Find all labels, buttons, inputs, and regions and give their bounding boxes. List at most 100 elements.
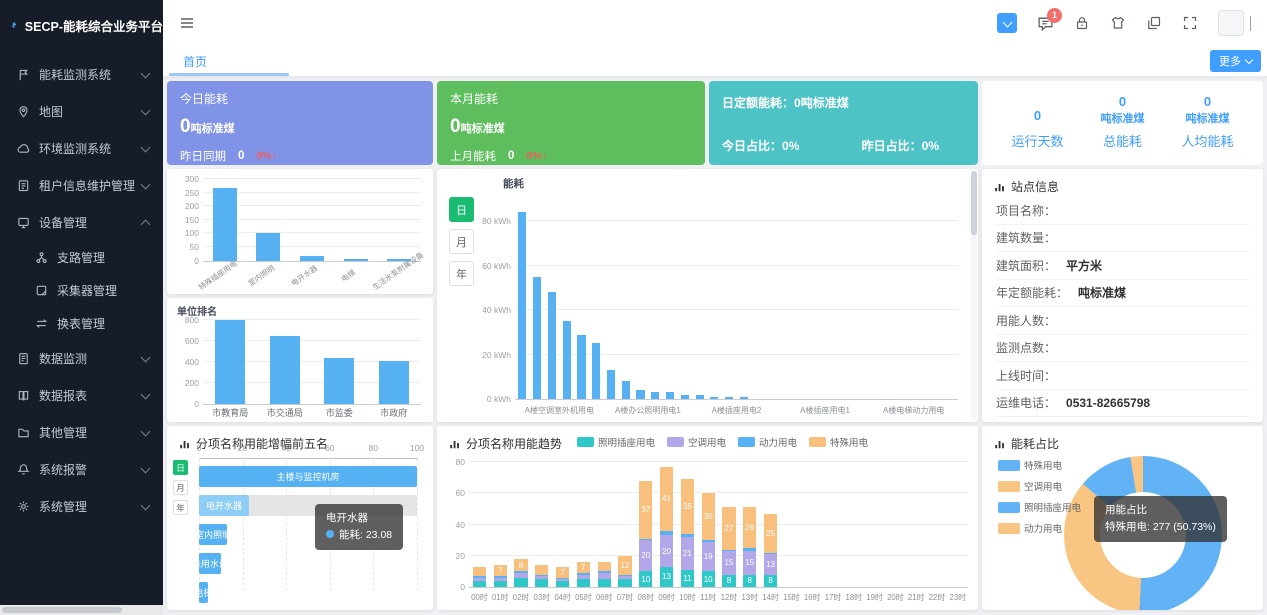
stacked-bar[interactable] [909, 462, 922, 587]
sidebar-horizontal-scrollbar[interactable] [0, 605, 163, 615]
sidebar-item-system-alarm[interactable]: 系统报警 [0, 451, 163, 488]
legend-item[interactable]: 动力用电 [738, 435, 797, 449]
stacked-bar[interactable]: 12 [618, 462, 632, 587]
bar[interactable] [725, 396, 734, 399]
legend-item[interactable]: 特殊用电 [809, 435, 868, 449]
bar[interactable] [518, 212, 527, 399]
sidebar-item-energy-monitor[interactable]: 能耗监测系统 [0, 56, 163, 93]
period-day-button[interactable]: 日 [173, 460, 188, 475]
sidebar-item-data-monitor[interactable]: 数据监测 [0, 340, 163, 377]
theme-shirt-icon[interactable] [1110, 15, 1126, 31]
period-month-button[interactable]: 月 [449, 229, 474, 254]
sidebar-item-collector-mgmt[interactable]: 采集器管理 [0, 274, 163, 307]
stacked-bar[interactable] [847, 462, 860, 587]
stacked-bar[interactable]: 13 20 41 [659, 462, 674, 587]
panel-toggle-icon[interactable] [997, 13, 1017, 33]
bar[interactable] [212, 187, 237, 261]
bar[interactable] [665, 392, 675, 399]
more-button[interactable]: 更多 [1210, 50, 1261, 72]
legend-item[interactable]: 空调用电 [666, 435, 726, 449]
stacked-bar[interactable] [889, 462, 902, 587]
period-year-button[interactable]: 年 [449, 261, 474, 286]
bar[interactable] [324, 357, 355, 404]
site-info-row: 建筑面积： 平方米 [996, 252, 1249, 280]
bar[interactable] [533, 276, 542, 399]
bar-segment [597, 562, 611, 572]
legend-item[interactable]: 照明插座用电 [576, 435, 655, 449]
bar[interactable] [577, 334, 586, 399]
stacked-bar[interactable]: 7 [576, 462, 591, 587]
stacked-bar[interactable]: 8 15 27 [722, 462, 736, 587]
bar[interactable] [739, 396, 748, 399]
chart-vertical-scrollbar[interactable] [971, 171, 977, 420]
bar[interactable] [562, 321, 571, 399]
stacked-bar[interactable] [535, 462, 549, 587]
sidebar-item-system-mgmt[interactable]: 系统管理 [0, 488, 163, 525]
stacked-bar[interactable]: 8 13 25 [763, 462, 778, 587]
legend-item[interactable]: 空调用电 [998, 479, 1081, 493]
period-month-button[interactable]: 月 [173, 480, 188, 495]
bar[interactable] [547, 292, 556, 399]
sidebar-item-map[interactable]: 地图 [0, 93, 163, 130]
stacked-bar[interactable]: 7 [493, 462, 507, 587]
legend-item[interactable]: 照明插座用电 [998, 500, 1081, 514]
bar[interactable] [606, 370, 616, 399]
stacked-bar[interactable]: 10 19 30 [701, 462, 715, 587]
legend-item[interactable]: 动力用电 [998, 521, 1081, 535]
bar-segment: 37 [639, 480, 653, 539]
stacked-bar[interactable]: 8 [514, 462, 528, 587]
stacked-bar[interactable] [951, 462, 964, 587]
plot-area: 0 20 40 60 80 7 8 7 7 12 10 20 37 13 20 41 11 21 35 10 19 30 8… [456, 457, 968, 592]
period-day-button[interactable]: 日 [449, 197, 474, 222]
bar[interactable] [343, 258, 368, 261]
bar-slot: 12 [615, 462, 636, 587]
stacked-bar[interactable]: 10 20 37 [639, 462, 653, 587]
bar[interactable]: 室内照明 [195, 524, 231, 545]
lock-icon[interactable] [1074, 15, 1090, 31]
pie-tooltip: 用能占比 特殊用电: 277 (50.73%) [1094, 496, 1227, 542]
stacked-bar[interactable] [868, 462, 881, 587]
bar[interactable] [387, 258, 412, 261]
user-avatar[interactable] [1218, 10, 1251, 36]
bar[interactable] [636, 390, 645, 399]
period-year-button[interactable]: 年 [173, 500, 188, 515]
bar[interactable] [651, 392, 660, 399]
stacked-bar[interactable] [826, 462, 839, 587]
bar[interactable] [680, 394, 689, 399]
sidebar-item-other-mgmt[interactable]: 其他管理 [0, 414, 163, 451]
bar[interactable] [695, 394, 704, 399]
sidebar-item-branch-mgmt[interactable]: 支路管理 [0, 241, 163, 274]
message-icon[interactable]: 1 [1037, 7, 1062, 32]
bar-segment [535, 579, 549, 587]
stacked-bar[interactable] [806, 462, 819, 587]
sidebar-item-data-report[interactable]: 数据报表 [0, 377, 163, 414]
bar[interactable] [592, 343, 601, 399]
bar[interactable] [256, 233, 281, 261]
hamburger-menu-icon[interactable] [179, 15, 195, 31]
stacked-bar[interactable] [472, 462, 487, 587]
bar[interactable]: 电开水器 [199, 495, 250, 516]
sidebar-item-device-mgmt[interactable]: 设备管理 [0, 204, 163, 241]
bar[interactable] [269, 336, 300, 404]
sidebar-item-env-monitor[interactable]: 环境监测系统 [0, 130, 163, 167]
docs-copy-icon[interactable] [1146, 15, 1162, 31]
bar[interactable] [621, 381, 630, 399]
bar[interactable] [215, 320, 246, 404]
stacked-bar[interactable]: 7 [555, 462, 570, 587]
bar[interactable] [300, 256, 324, 261]
bar[interactable]: 主楼与监控机房 [199, 466, 417, 487]
fullscreen-icon[interactable] [1182, 15, 1198, 31]
bar[interactable]: 电梯 [194, 582, 212, 603]
sidebar-item-meter-swap-mgmt[interactable]: 换表管理 [0, 307, 163, 340]
stacked-bar[interactable]: 11 21 35 [680, 462, 695, 587]
bar[interactable] [710, 396, 719, 399]
stacked-bar[interactable]: 8 15 26 [743, 462, 757, 587]
bar[interactable] [378, 360, 409, 404]
legend-item[interactable]: 特殊用电 [998, 458, 1081, 472]
sidebar-item-tenant-info[interactable]: 租户信息维护管理 [0, 167, 163, 204]
stacked-bar[interactable] [597, 462, 611, 587]
stacked-bar[interactable] [930, 462, 943, 587]
tab-home[interactable]: 首页 [168, 46, 290, 76]
stacked-bar[interactable] [785, 462, 798, 587]
bar[interactable]: 特殊用水设备 [183, 553, 237, 574]
